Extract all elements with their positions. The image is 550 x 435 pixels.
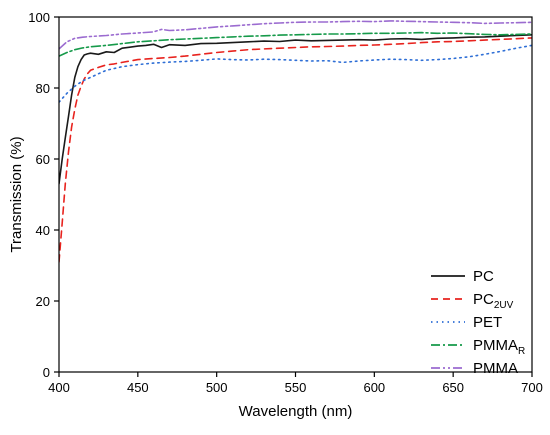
y-tick-label: 100 [28,10,50,25]
series-line-pc2uv [59,37,532,263]
y-axis-ticks: 0 20 40 60 80 100 [28,10,59,380]
x-axis-label: Wavelength (nm) [239,403,353,420]
x-tick-label: 650 [442,380,464,395]
legend-label-pmmar: PMMAR [473,337,525,357]
x-tick-label: 550 [285,380,307,395]
series-line-pc [59,34,532,185]
legend-label-main: PMMA [473,337,518,354]
x-tick-label: 500 [206,380,228,395]
legend-label-pc2uv: PC2UV [473,291,514,311]
legend-label-main: PET [473,314,502,331]
legend-label-main: PC [473,268,494,285]
y-axis-label: Transmission (%) [8,136,25,252]
series-line-pmmar [59,31,532,57]
x-tick-label: 700 [521,380,543,395]
x-tick-label: 400 [48,380,70,395]
y-tick-label: 40 [36,223,50,238]
series-line-pmma [59,20,532,50]
x-axis-ticks: 400 450 500 550 600 650 700 [48,372,543,395]
legend-label-main: PC [473,291,494,308]
y-tick-label: 20 [36,294,50,309]
legend-label-subscript: R [518,346,525,357]
series-line-pet [59,44,532,103]
y-tick-label: 80 [36,81,50,96]
x-tick-label: 600 [363,380,385,395]
plot-frame [58,16,533,373]
legend-label-pmma: PMMA [473,360,518,377]
legend-label-main: PMMA [473,360,518,377]
series-group [59,20,532,263]
legend-label-subscript: 2UV [494,300,514,311]
y-tick-label: 0 [43,365,50,380]
legend-label-pc: PC [473,268,494,285]
y-tick-label: 60 [36,152,50,167]
x-tick-label: 450 [127,380,149,395]
legend-label-pet: PET [473,314,502,331]
